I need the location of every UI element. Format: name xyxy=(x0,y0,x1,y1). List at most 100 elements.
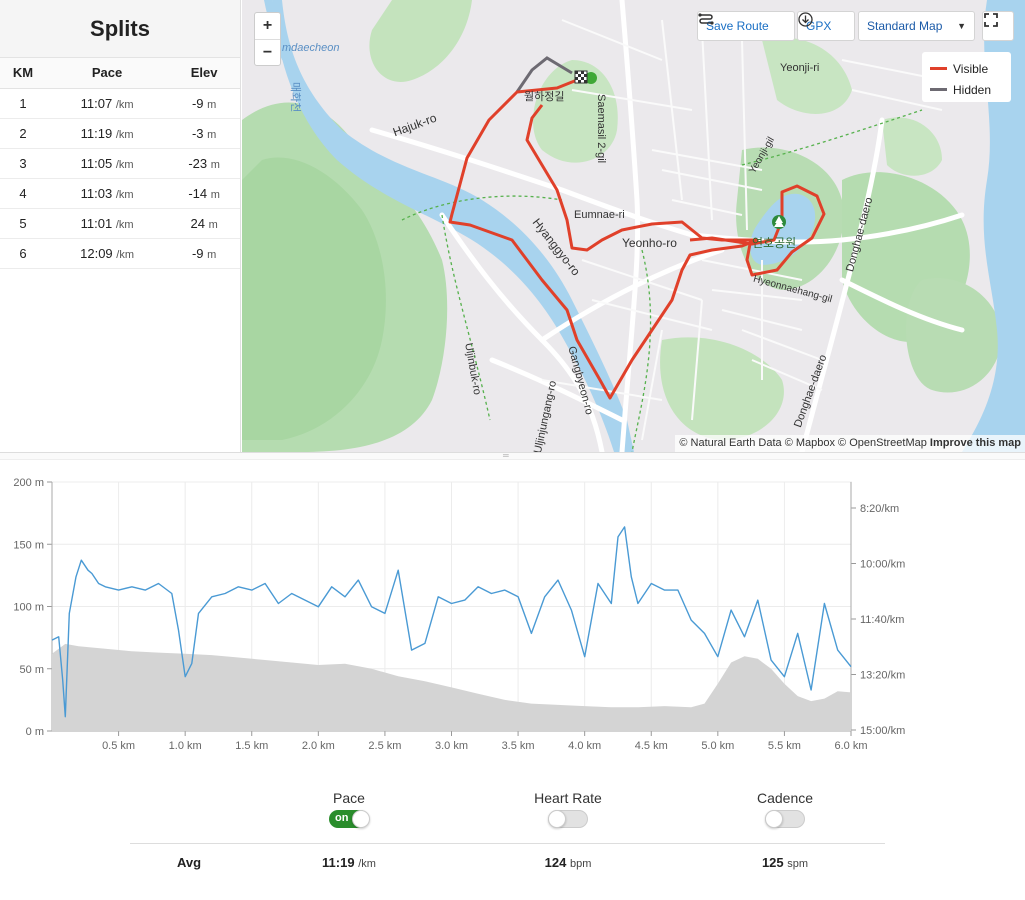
split-pace-value: 11:19 xyxy=(80,125,113,141)
x-tick-label: 4.5 km xyxy=(635,740,668,752)
y-tick-label: 50 m xyxy=(20,664,44,676)
cadence-toggle[interactable] xyxy=(765,810,805,828)
split-pace-unit: /km xyxy=(115,128,134,141)
split-km: 5 xyxy=(0,208,46,239)
stream-label: 매화천 xyxy=(289,82,301,113)
y-tick-label: 150 m xyxy=(13,539,44,551)
eumnae-label: Eumnae-ri xyxy=(574,209,625,221)
grip-icon: ═ xyxy=(503,451,509,460)
split-row: 1 11:07 /km -9 m xyxy=(0,88,240,119)
save-route-button[interactable]: Save Route xyxy=(697,11,795,41)
split-elev-unit: m xyxy=(207,248,217,261)
fullscreen-button[interactable] xyxy=(982,11,1014,41)
download-icon xyxy=(798,12,813,27)
metric-heart-rate-title: Heart Rate xyxy=(534,790,602,806)
split-pace: 11:05 /km xyxy=(45,148,169,179)
split-elev: -23 m xyxy=(168,148,240,179)
x-tick-label: 1.5 km xyxy=(235,740,268,752)
route-map[interactable]: mdaecheon Saemasil 2-gil Yeonji-ri Hajuk… xyxy=(242,0,1025,452)
activity-top-section: Splits KM Pace Elev 1 11:07 /km -9 m 2 11:19… xyxy=(0,0,1025,452)
elevation-pace-chart[interactable]: 0 m 50 m 100 m 150 m 200 m 0.5 km 1.0 km 1.5 km… xyxy=(0,470,1025,760)
split-row: 3 11:05 /km -23 m xyxy=(0,148,240,179)
split-km: 4 xyxy=(0,178,46,209)
heart-rate-toggle[interactable] xyxy=(548,810,588,828)
y-tick-label: 200 m xyxy=(13,477,44,489)
map-attribution: © Natural Earth Data © Mapbox © OpenStre… xyxy=(675,435,1025,452)
split-pace-unit: /km xyxy=(115,218,134,231)
split-km: 3 xyxy=(0,148,46,179)
avg-heart-rate: 124 bpm xyxy=(478,855,658,870)
split-pace-unit: /km xyxy=(115,188,134,201)
split-pace-unit: /km xyxy=(115,158,134,171)
start-marker[interactable] xyxy=(585,72,597,84)
split-elev-value: -3 xyxy=(191,125,204,141)
right-tick-label: 10:00/km xyxy=(860,559,905,571)
split-elev-value: -9 xyxy=(191,245,204,261)
pace-toggle[interactable]: on xyxy=(329,810,370,828)
split-pace: 11:03 /km xyxy=(45,178,169,209)
metric-heart-rate: Heart Rate xyxy=(478,790,658,833)
avg-hr-value: 124 xyxy=(544,855,567,870)
split-elev-unit: m xyxy=(210,188,220,201)
elevation-area xyxy=(52,643,851,731)
map-style-label: Standard Map xyxy=(867,19,943,33)
legend-hidden-label: Hidden xyxy=(953,82,992,97)
saemasil-label: Saemasil 2-gil xyxy=(595,94,607,164)
legend-visible: Visible xyxy=(930,58,1003,79)
finish-flag-icon xyxy=(575,71,587,83)
right-tick-label: 8:20/km xyxy=(860,503,899,515)
split-elev-unit: m xyxy=(208,218,218,231)
right-tick-label: 11:40/km xyxy=(860,614,904,626)
splits-table: KM Pace Elev 1 11:07 /km -9 m 2 11:19 /km -3 … xyxy=(0,58,240,269)
map-canvas[interactable] xyxy=(242,0,1025,452)
map-style-dropdown[interactable]: Standard Map ▼ xyxy=(858,11,975,41)
toggle-knob xyxy=(548,810,566,828)
save-route-label: Save Route xyxy=(706,19,769,33)
pace-header: Pace xyxy=(45,58,169,89)
split-pace-value: 11:07 xyxy=(80,95,113,111)
avg-pace-unit: /km xyxy=(358,858,376,870)
split-pace-unit: /km xyxy=(115,98,134,111)
avg-hr-unit: bpm xyxy=(569,858,592,870)
split-pace: 11:01 /km xyxy=(45,208,169,239)
x-tick-label: 6.0 km xyxy=(834,740,867,752)
split-elev-value: -23 xyxy=(188,155,208,171)
y-tick-label: 100 m xyxy=(13,602,44,614)
x-tick-label: 3.5 km xyxy=(502,740,535,752)
split-elev-value: -14 xyxy=(188,185,208,201)
chart-svg[interactable]: 0 m 50 m 100 m 150 m 200 m 0.5 km 1.0 km 1.5 km… xyxy=(0,470,1025,760)
legend-hidden: Hidden xyxy=(930,79,1003,100)
metric-cadence-title: Cadence xyxy=(756,790,814,806)
split-elev: -9 m xyxy=(168,88,240,119)
gpx-button[interactable]: GPX xyxy=(797,11,855,41)
x-tick-label: 2.0 km xyxy=(302,740,335,752)
park-label: 연호공원 xyxy=(752,236,797,250)
toggle-knob xyxy=(352,810,370,828)
yeonho-label: Yeonho-ro xyxy=(622,236,677,250)
legend-visible-label: Visible xyxy=(953,61,989,76)
avg-pace-value: 11:19 xyxy=(322,855,355,870)
x-tick-label: 5.5 km xyxy=(768,740,801,752)
metric-cadence: Cadence xyxy=(695,790,875,833)
avg-cadence: 125 spm xyxy=(695,855,875,870)
zoom-control: + − xyxy=(254,12,281,66)
improve-map-link[interactable]: Improve this map xyxy=(929,437,1021,449)
metric-pace: Pace on xyxy=(259,790,439,833)
split-elev: -3 m xyxy=(168,118,240,149)
split-elev: -9 m xyxy=(168,238,240,269)
river-label: mdaecheon xyxy=(282,42,340,54)
x-tick-label: 2.5 km xyxy=(368,740,401,752)
zoom-in-button[interactable]: + xyxy=(262,17,273,34)
attribution-text[interactable]: © Natural Earth Data © Mapbox © OpenStre… xyxy=(679,437,927,449)
metric-pace-title: Pace xyxy=(333,790,365,806)
zoom-out-button[interactable]: − xyxy=(255,39,280,65)
km-header: KM xyxy=(0,58,46,89)
split-km: 2 xyxy=(0,118,46,149)
fullscreen-icon xyxy=(984,13,998,27)
avg-cadence-value: 125 xyxy=(761,855,784,870)
splits-panel: Splits KM Pace Elev 1 11:07 /km -9 m 2 11:19… xyxy=(0,0,241,452)
panel-resize-handle[interactable]: ═ xyxy=(0,452,1025,460)
split-row: 6 12:09 /km -9 m xyxy=(0,238,240,269)
avg-pace: 11:19 /km xyxy=(259,855,439,870)
x-tick-label: 4.0 km xyxy=(568,740,601,752)
